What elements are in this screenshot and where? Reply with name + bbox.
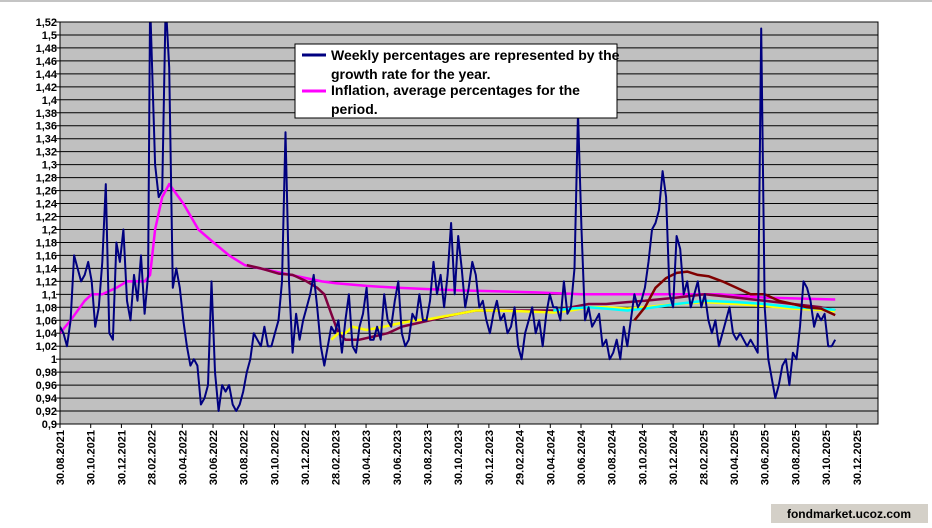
y-tick-label: 1,1: [42, 289, 57, 301]
x-tick-label: 28.02.2025: [698, 430, 710, 485]
y-tick-label: 1,48: [36, 43, 57, 55]
y-tick-label: 1,12: [36, 276, 57, 288]
x-tick-label: 28.02.2023: [330, 430, 342, 485]
legend-label-inflation-line1: Inflation, average percentages for the: [331, 82, 580, 98]
y-tick-label: 1,08: [36, 302, 57, 314]
x-tick-label: 30.08.2025: [790, 430, 802, 485]
x-tick-label: 30.06.2024: [576, 429, 588, 485]
y-tick-label: 1,18: [36, 237, 57, 249]
x-tick-label: 30.10.2021: [86, 430, 98, 485]
y-tick-label: 1,46: [36, 56, 57, 68]
y-tick-label: 1,22: [36, 212, 57, 224]
series-lines: [60, 22, 837, 412]
x-tick-label: 30.10.2022: [269, 430, 281, 485]
x-tick-label: 30.06.2022: [208, 430, 220, 485]
y-tick-label: 1,3: [42, 160, 57, 172]
watermark-text: fondmarket.ucoz.com: [787, 507, 911, 521]
y-tick-label: 0,96: [36, 380, 57, 392]
y-tick-label: 0,94: [36, 393, 58, 405]
x-tick-label: 30.08.2024: [607, 429, 619, 485]
y-tick-label: 0,98: [36, 367, 57, 379]
y-tick-label: 1: [51, 354, 57, 366]
legend: Weekly percentages are represented by th…: [294, 43, 623, 119]
watermark: fondmarket.ucoz.com: [771, 504, 928, 523]
y-tick-label: 1,02: [36, 341, 57, 353]
x-tick-label: 30.06.2025: [760, 430, 772, 485]
y-tick-label: 1,32: [36, 147, 57, 159]
x-tick-label: 30.08.2023: [422, 430, 434, 485]
y-tick-label: 1,44: [36, 69, 58, 81]
x-tick-label: 29.02.2024: [515, 429, 527, 485]
y-tick-label: 1,36: [36, 121, 57, 133]
x-tick-label: 30.08.2021: [55, 430, 67, 485]
x-tick-label: 30.10.2024: [637, 429, 649, 485]
legend-label-inflation: Inflation, average percentages for the p…: [331, 82, 584, 117]
x-axis-ticks: 30.08.2021 30.10.2021 30.12.2021 28.02.2022…: [55, 424, 864, 485]
x-tick-label: 30.12.2021: [116, 430, 128, 485]
x-tick-label: 30.04.2025: [729, 430, 741, 485]
y-tick-label: 1,5: [42, 30, 57, 42]
x-tick-label: 30.10.2023: [453, 430, 465, 485]
y-tick-label: 1,4: [42, 95, 58, 107]
y-tick-label: 1,14: [36, 263, 58, 275]
y-tick-label: 1,06: [36, 315, 57, 327]
y-tick-label: 1,16: [36, 250, 57, 262]
x-tick-label: 30.08.2022: [239, 430, 251, 485]
x-tick-label: 30.10.2025: [821, 430, 833, 485]
y-tick-label: 1,24: [36, 199, 58, 211]
watermark-box: [771, 504, 928, 523]
y-tick-label: 1,28: [36, 173, 57, 185]
x-tick-label: 30.12.2025: [852, 430, 864, 485]
legend-label-weekly-line2: growth rate for the year.: [331, 66, 490, 82]
y-tick-label: 0,9: [42, 419, 57, 431]
y-tick-label: 0,92: [36, 406, 57, 418]
x-tick-label: 28.02.2022: [147, 430, 159, 485]
x-tick-label: 30.06.2023: [392, 430, 404, 485]
x-tick-label: 30.12.2024: [668, 429, 680, 485]
x-tick-label: 30.04.2023: [361, 430, 373, 485]
legend-box: [294, 43, 618, 119]
y-tick-label: 1,38: [36, 108, 57, 120]
legend-label-weekly-line1: Weekly percentages are represented by th…: [331, 47, 620, 63]
series-line-3: [330, 300, 836, 341]
y-axis-ticks: 0,90,920,940,960,9811,021,041,061,081,11…: [36, 17, 60, 431]
y-tick-label: 1,42: [36, 82, 57, 94]
series-line-5: [633, 270, 836, 322]
plot-border: [59, 21, 879, 425]
x-tick-label: 30.04.2022: [177, 430, 189, 485]
y-tick-label: 1,2: [42, 224, 57, 236]
series-line-0: [60, 22, 837, 412]
legend-label-weekly: Weekly percentages are represented by th…: [331, 47, 623, 82]
x-tick-label: 30.04.2024: [545, 429, 557, 485]
y-tick-label: 1,52: [36, 17, 57, 29]
x-tick-label: 30.12.2022: [300, 430, 312, 485]
x-tick-label: 30.12.2023: [484, 430, 496, 485]
y-tick-label: 1,04: [36, 328, 58, 340]
legend-label-inflation-line2: period.: [331, 101, 378, 117]
y-tick-label: 1,26: [36, 186, 57, 198]
y-tick-label: 1,34: [36, 134, 58, 146]
